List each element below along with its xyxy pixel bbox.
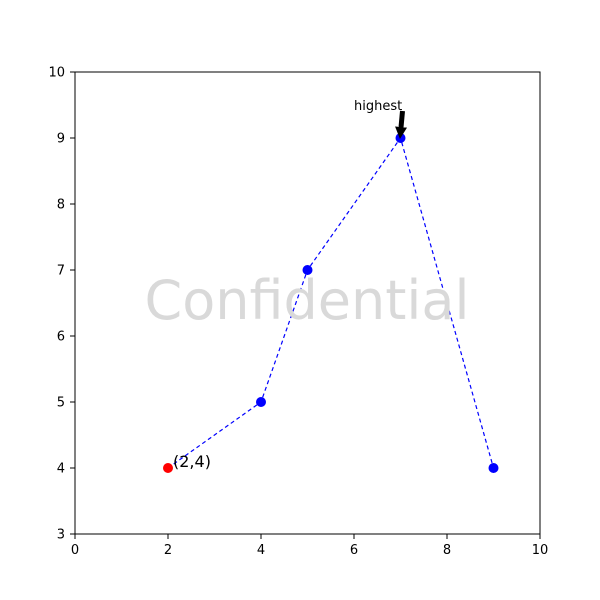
x-axis-ticks: 0 2 4 6 8 10 [71, 534, 548, 558]
annotation-text: highest [354, 99, 402, 114]
data-point [488, 463, 499, 473]
data-point [395, 133, 406, 143]
x-tick-label: 6 [350, 543, 358, 558]
y-tick-label: 8 [57, 198, 65, 213]
y-tick-label: 5 [57, 396, 65, 411]
series-layer: (2,4) [163, 133, 499, 473]
y-tick-label: 6 [57, 330, 65, 345]
x-tick-label: 8 [443, 543, 451, 558]
y-tick-label: 10 [48, 66, 65, 81]
x-tick-label: 4 [257, 543, 265, 558]
x-tick-label: 10 [532, 543, 549, 558]
annotation-arrow [395, 110, 408, 139]
watermark-text: Confidential [145, 269, 470, 332]
y-tick-label: 4 [57, 462, 65, 477]
x-tick-label: 0 [71, 543, 79, 558]
plot-area [74, 71, 541, 535]
y-axis-ticks: 3 4 5 6 7 8 9 10 [48, 66, 75, 543]
y-tick-label: 7 [57, 264, 65, 279]
highlight-point [163, 463, 173, 473]
y-tick-label: 3 [57, 528, 65, 543]
data-point [302, 265, 313, 275]
annotation-layer: highest [354, 99, 408, 139]
x-tick-label: 2 [164, 543, 172, 558]
y-tick-label: 9 [57, 132, 65, 147]
data-point [256, 397, 266, 407]
highlight-point-label: (2,4) [173, 452, 211, 471]
